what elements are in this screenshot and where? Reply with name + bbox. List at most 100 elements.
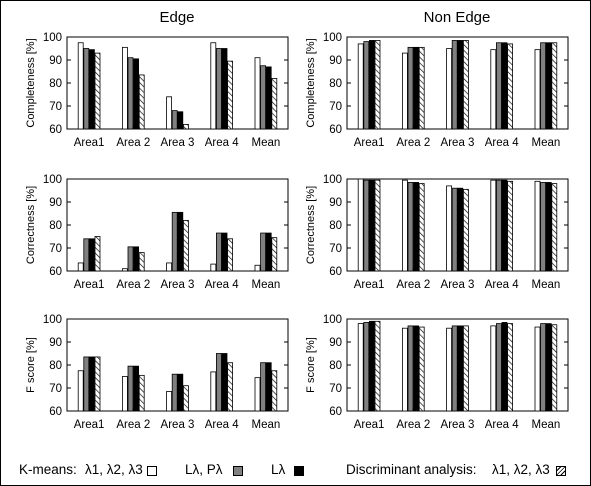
edge-completeness-bar-area3-s3 xyxy=(177,111,184,130)
edge-f-xtick-label-area3: Area 3 xyxy=(161,419,195,431)
nonedge-f-bar-mean-s3 xyxy=(545,323,552,412)
edge-f-ytick-label: 60 xyxy=(49,406,62,418)
nonedge-completeness-bar-area4-s1 xyxy=(490,49,497,130)
edge-f-bar-area4-s4 xyxy=(227,362,234,412)
edge-correctness-bar-area2-s4 xyxy=(138,252,145,272)
non-edge-column-title: Non Edge xyxy=(424,9,491,26)
edge-completeness-bar-area3-s1 xyxy=(166,96,173,130)
edge-f-ytick-label: 70 xyxy=(49,383,62,395)
edge-completeness-bar-area4-s4 xyxy=(227,60,234,130)
edge-f-bar-area3-s1 xyxy=(166,391,173,412)
legend-da-features: λ1, λ2, λ3 xyxy=(492,462,550,477)
edge-correctness-bar-area1-s1 xyxy=(77,262,84,272)
charts-canvas: Edge Non Edge 60 70 80 90 100 Completeness [%… xyxy=(25,9,569,431)
edge-f-ytick-label: 100 xyxy=(43,314,62,326)
edge-completeness-bar-area4-s1 xyxy=(210,42,217,130)
nonedge-completeness-bar-area3-s3 xyxy=(457,40,464,130)
nonedge-f-xtick-label-mean: Mean xyxy=(532,419,561,431)
edge-completeness-ytick-label: 60 xyxy=(49,124,62,136)
nonedge-correctness-bar-area3-s2 xyxy=(451,187,458,272)
edge-completeness-bar-area2-s3 xyxy=(133,58,140,130)
legend-lp-label: Lλ, Pλ xyxy=(185,462,223,477)
nonedge-f-xtick-label-area4: Area 4 xyxy=(485,419,519,431)
nonedge-f-bar-area1-s1 xyxy=(357,323,364,412)
edge-completeness-bar-mean-s2 xyxy=(260,65,267,130)
edge-completeness-bar-area1-s2 xyxy=(83,48,90,130)
nonedge-f-bar-area2-s2 xyxy=(407,325,414,412)
nonedge-correctness-bar-mean-s4 xyxy=(551,183,558,272)
nonedge-f-bar-area1-s3 xyxy=(368,320,375,412)
edge-correctness-bar-area4-s4 xyxy=(227,238,234,272)
nonedge-correctness-bar-area1-s4 xyxy=(374,179,381,272)
edge-f-bar-area1-s2 xyxy=(83,356,90,412)
edge-completeness-y-axis-label: Completeness [%] xyxy=(25,38,37,127)
edge-correctness-y-axis-label: Correctness [%] xyxy=(25,186,37,264)
edge-correctness-ytick-label: 80 xyxy=(49,220,62,232)
edge-correctness-bar-area4-s3 xyxy=(221,232,228,272)
edge-f-bar-area4-s2 xyxy=(215,353,222,412)
edge-correctness-bar-area3-s2 xyxy=(171,211,178,272)
nonedge-correctness-xtick-label-area3: Area 3 xyxy=(441,279,475,291)
edge-completeness-bar-area3-s4 xyxy=(182,124,189,130)
edge-correctness-bar-mean-s4 xyxy=(271,237,278,272)
edge-f-xtick-label-area2: Area 2 xyxy=(116,419,150,431)
nonedge-correctness-bar-area1-s2 xyxy=(363,179,370,272)
nonedge-correctness-bar-area3-s1 xyxy=(446,185,453,272)
nonedge-completeness-y-axis-label: Completeness [%] xyxy=(305,38,317,127)
edge-f-bar-area1-s4 xyxy=(94,356,101,412)
edge-f-bar-area2-s2 xyxy=(127,365,134,412)
nonedge-f-bar-area1-s2 xyxy=(363,322,370,412)
legend-swatch-gray xyxy=(233,466,243,476)
nonedge-completeness-bar-area4-s2 xyxy=(495,42,502,130)
edge-correctness-bar-area2-s2 xyxy=(127,246,134,272)
edge-column-title: Edge xyxy=(159,9,194,26)
edge-f-bar-area3-s2 xyxy=(171,373,178,412)
edge-completeness-bar-area2-s1 xyxy=(122,46,128,130)
nonedge-completeness-ytick-label: 90 xyxy=(329,55,342,67)
legend-swatch-white xyxy=(147,466,157,476)
legend-kmeans-label: K-means: xyxy=(19,462,77,477)
nonedge-correctness-bar-area2-s3 xyxy=(413,182,420,272)
edge-f-bar-area3-s3 xyxy=(177,373,184,412)
nonedge-completeness-bar-area1-s1 xyxy=(357,43,364,130)
nonedge-f-chart: 60 70 80 90 100 F score [%] Area1 Area 2 Area 3 A… xyxy=(305,314,569,431)
nonedge-completeness-ytick-label: 60 xyxy=(329,124,342,136)
edge-correctness-bar-area3-s3 xyxy=(177,211,184,272)
edge-correctness-bar-mean-s3 xyxy=(265,232,272,272)
nonedge-completeness-xtick-label-area3: Area 3 xyxy=(441,137,475,149)
nonedge-completeness-bar-area3-s2 xyxy=(451,40,458,130)
nonedge-correctness-bar-area1-s3 xyxy=(368,179,375,272)
nonedge-correctness-ytick-label: 70 xyxy=(329,243,342,255)
edge-f-ytick-label: 80 xyxy=(49,360,62,372)
edge-completeness-xtick-label-area1: Area1 xyxy=(74,137,105,149)
nonedge-correctness-xtick-label-area1: Area1 xyxy=(354,279,385,291)
edge-correctness-xtick-label-area3: Area 3 xyxy=(161,279,195,291)
nonedge-completeness-xtick-label-area4: Area 4 xyxy=(485,137,519,149)
nonedge-f-ytick-label: 90 xyxy=(329,337,342,349)
legend-swatch-black xyxy=(294,466,304,476)
edge-f-bar-area2-s3 xyxy=(133,365,140,412)
nonedge-f-y-axis-label: F score [%] xyxy=(305,337,317,393)
edge-completeness-bar-area1-s1 xyxy=(77,42,84,130)
nonedge-f-bar-area4-s4 xyxy=(507,323,514,412)
nonedge-completeness-bar-area2-s4 xyxy=(418,46,425,130)
edge-completeness-ytick-label: 70 xyxy=(49,101,62,113)
nonedge-f-bar-mean-s1 xyxy=(534,326,541,412)
edge-f-xtick-label-area1: Area1 xyxy=(74,419,105,431)
edge-correctness-bar-area1-s3 xyxy=(89,238,95,272)
edge-completeness-bar-area2-s2 xyxy=(127,57,134,130)
edge-f-bar-area1-s1 xyxy=(77,370,84,412)
nonedge-f-bar-area3-s1 xyxy=(446,327,453,412)
edge-completeness-bar-mean-s1 xyxy=(254,57,261,130)
nonedge-f-bar-area1-s4 xyxy=(374,320,381,412)
edge-correctness-xtick-label-mean: Mean xyxy=(252,279,281,291)
nonedge-f-bar-mean-s4 xyxy=(551,324,558,412)
nonedge-correctness-bar-mean-s1 xyxy=(534,180,541,272)
nonedge-correctness-bar-area2-s4 xyxy=(418,183,425,272)
nonedge-completeness-ytick-label: 70 xyxy=(329,101,342,113)
nonedge-completeness-bar-area2-s2 xyxy=(407,46,414,130)
edge-correctness-ytick-label: 100 xyxy=(43,174,62,186)
nonedge-correctness-y-axis-label: Correctness [%] xyxy=(305,186,317,264)
edge-f-bar-mean-s1 xyxy=(254,377,261,412)
